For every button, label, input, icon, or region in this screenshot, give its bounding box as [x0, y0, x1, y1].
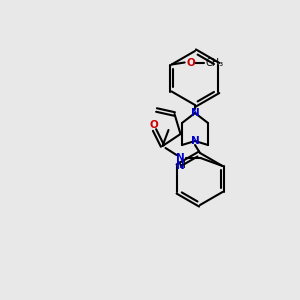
Text: N: N: [190, 108, 200, 118]
Text: N: N: [190, 136, 200, 146]
Text: O: O: [149, 120, 158, 130]
Text: O: O: [187, 58, 195, 68]
Text: H: H: [178, 160, 185, 169]
Text: CH₃: CH₃: [206, 58, 224, 68]
Text: N: N: [176, 161, 185, 171]
Text: N: N: [176, 153, 185, 163]
